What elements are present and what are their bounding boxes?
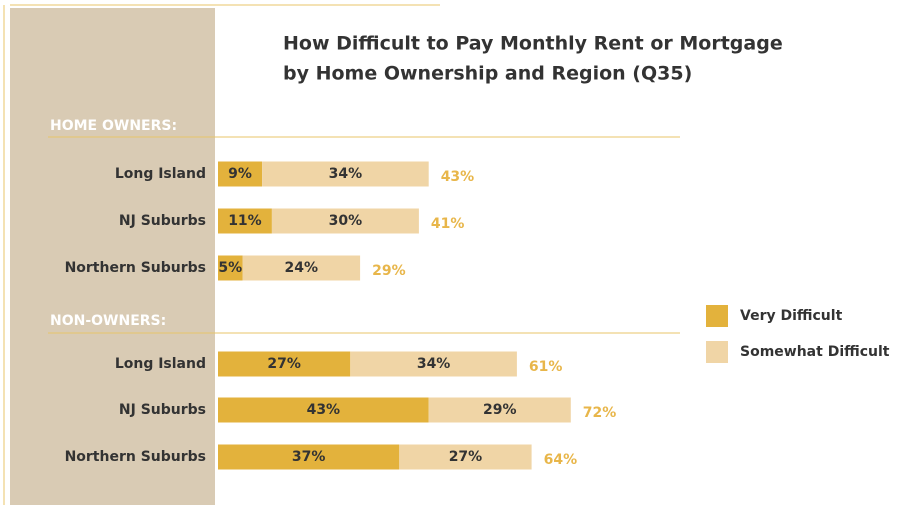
value-label: 34% — [329, 166, 363, 182]
total-label: 64% — [544, 452, 578, 468]
value-label: 27% — [449, 449, 483, 465]
total-label: 61% — [529, 359, 563, 375]
group-label: NON-OWNERS: — [50, 313, 166, 329]
legend-label: Somewhat Difficult — [740, 344, 890, 360]
bar-segment — [242, 255, 361, 281]
value-label: 24% — [285, 260, 319, 276]
bar-segment — [218, 208, 272, 234]
category-label: Long Island — [115, 356, 206, 372]
category-label: NJ Suburbs — [119, 213, 206, 229]
value-label: 34% — [417, 356, 451, 372]
bar-segment — [218, 444, 400, 470]
chart-title: How Difficult to Pay Monthly Rent or Mor… — [283, 33, 783, 55]
total-label: 29% — [372, 263, 406, 279]
value-label: 9% — [228, 166, 252, 182]
value-label: 29% — [483, 402, 517, 418]
chart-title: by Home Ownership and Region (Q35) — [283, 63, 692, 85]
total-label: 72% — [583, 405, 617, 421]
legend-swatch — [706, 305, 728, 327]
bar-segment — [350, 351, 517, 377]
bar-segment — [218, 161, 263, 187]
side-panel — [10, 8, 215, 505]
category-label: Northern Suburbs — [65, 449, 206, 465]
legend-label: Very Difficult — [740, 308, 843, 324]
group-label: HOME OWNERS: — [50, 118, 177, 134]
value-label: 5% — [218, 260, 242, 276]
bar-segment — [271, 208, 419, 234]
value-label: 37% — [292, 449, 326, 465]
legend-swatch — [706, 341, 728, 363]
value-label: 43% — [307, 402, 341, 418]
bar-segment — [262, 161, 429, 187]
category-label: Long Island — [115, 166, 206, 182]
value-label: 30% — [329, 213, 363, 229]
value-label: 11% — [228, 213, 262, 229]
category-label: NJ Suburbs — [119, 402, 206, 418]
total-label: 43% — [441, 169, 475, 185]
bar-segment — [399, 444, 532, 470]
total-label: 41% — [431, 216, 465, 232]
value-label: 27% — [267, 356, 301, 372]
category-label: Northern Suburbs — [65, 260, 206, 276]
bar-segment — [218, 397, 429, 423]
bar-segment — [218, 255, 243, 281]
bar-segment — [218, 351, 351, 377]
bar-segment — [428, 397, 571, 423]
